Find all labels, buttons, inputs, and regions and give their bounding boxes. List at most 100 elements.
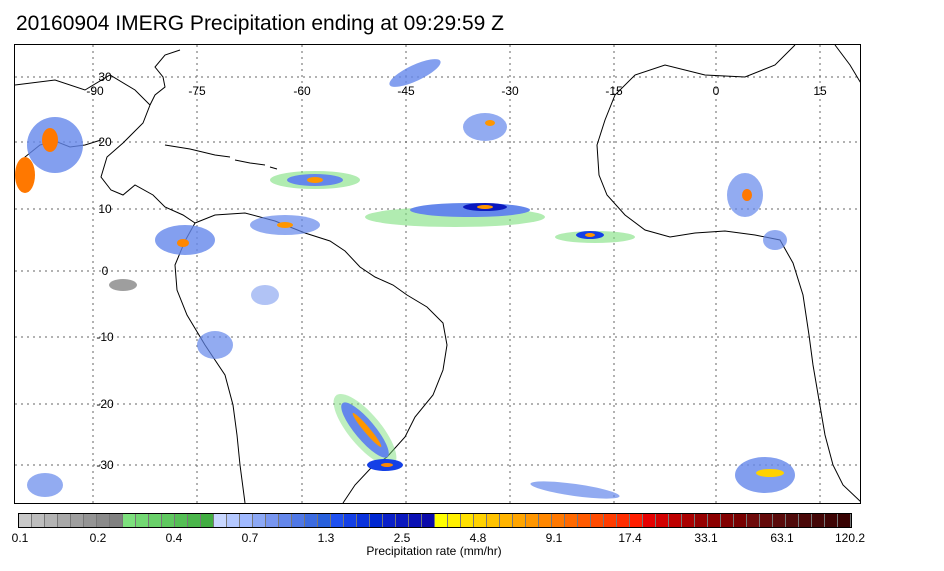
colorbar-tick: 2.5: [393, 531, 411, 545]
precipitation-map: -90 -75 -60 -45 -30 -15 0 15 30 20 10 0 …: [14, 44, 861, 504]
lon-label: 15: [813, 84, 827, 98]
lat-label: 20: [98, 135, 112, 149]
lon-label: -90: [86, 84, 104, 98]
colorbar-segment: [266, 514, 279, 527]
colorbar-segment: [799, 514, 812, 527]
colorbar-segment: [188, 514, 201, 527]
colorbar-segment: [474, 514, 487, 527]
lat-label: 0: [102, 264, 109, 278]
colorbar-tick: 0.4: [165, 531, 183, 545]
colorbar-segment: [279, 514, 292, 527]
colorbar-segment: [825, 514, 838, 527]
colorbar-segment: [19, 514, 32, 527]
colorbar-segment: [630, 514, 643, 527]
colorbar-segment: [422, 514, 435, 527]
colorbar-segment: [539, 514, 552, 527]
colorbar-segment: [773, 514, 786, 527]
colorbar-segment: [591, 514, 604, 527]
coastlines: [15, 45, 860, 503]
colorbar: [18, 513, 852, 528]
colorbar-segment: [435, 514, 448, 527]
colorbar-segment: [84, 514, 97, 527]
colorbar-segment: [97, 514, 110, 527]
colorbar-segment: [305, 514, 318, 527]
colorbar-segment: [487, 514, 500, 527]
colorbar-segment: [656, 514, 669, 527]
colorbar-segment: [58, 514, 71, 527]
colorbar-segment: [396, 514, 409, 527]
colorbar-segment: [331, 514, 344, 527]
lat-label: 30: [98, 70, 112, 84]
latitude-labels: 30 20 10 0 -10 -20 -30: [96, 70, 114, 472]
precipitation-field: [15, 59, 795, 499]
colorbar-title: Precipitation rate (mm/hr): [366, 544, 502, 558]
colorbar-segment: [513, 514, 526, 527]
colorbar-segment: [461, 514, 474, 527]
map-title: 20160904 IMERG Precipitation ending at 0…: [16, 12, 504, 35]
map-canvas: -90 -75 -60 -45 -30 -15 0 15 30 20 10 0 …: [15, 45, 860, 503]
colorbar-tick: 9.1: [545, 531, 563, 545]
colorbar-segment: [214, 514, 227, 527]
colorbar-segment: [175, 514, 188, 527]
colorbar-segment: [71, 514, 84, 527]
colorbar-segment: [45, 514, 58, 527]
colorbar-segment: [448, 514, 461, 527]
colorbar-segment: [383, 514, 396, 527]
colorbar-segment: [578, 514, 591, 527]
colorbar-segment: [812, 514, 825, 527]
colorbar-tick: 63.1: [770, 531, 794, 545]
colorbar-segment: [734, 514, 747, 527]
lon-label: -45: [397, 84, 415, 98]
colorbar-tick: 120.2: [834, 531, 866, 545]
colorbar-segment: [318, 514, 331, 527]
lon-label: -30: [501, 84, 519, 98]
lat-label: -20: [96, 397, 114, 411]
colorbar-segment: [162, 514, 175, 527]
colorbar-segment: [201, 514, 214, 527]
colorbar-tick: 0.2: [89, 531, 107, 545]
graticule: [15, 45, 860, 503]
lat-label: 10: [98, 202, 112, 216]
colorbar-segment: [357, 514, 370, 527]
colorbar-segment: [32, 514, 45, 527]
colorbar-segment: [123, 514, 136, 527]
colorbar-tick: 0.7: [241, 531, 259, 545]
colorbar-segment: [565, 514, 578, 527]
colorbar-segment: [227, 514, 240, 527]
colorbar-segment: [786, 514, 799, 527]
lat-label: -10: [96, 330, 114, 344]
colorbar-segment: [604, 514, 617, 527]
colorbar-segment: [682, 514, 695, 527]
colorbar-segment: [344, 514, 357, 527]
colorbar-segment: [500, 514, 513, 527]
lon-label: -60: [293, 84, 311, 98]
colorbar-segment: [838, 514, 851, 527]
colorbar-segment: [747, 514, 760, 527]
colorbar-tick: 1.3: [317, 531, 335, 545]
colorbar-segment: [760, 514, 773, 527]
colorbar-tick: 4.8: [469, 531, 487, 545]
colorbar-segment: [110, 514, 123, 527]
colorbar-segment: [695, 514, 708, 527]
colorbar-tick: 0.1: [11, 531, 29, 545]
colorbar-tick: 17.4: [618, 531, 642, 545]
colorbar-segment: [617, 514, 630, 527]
colorbar-segment: [370, 514, 383, 527]
lon-label: -75: [188, 84, 206, 98]
colorbar-tick: 33.1: [694, 531, 718, 545]
colorbar-segment: [253, 514, 266, 527]
lon-label: 0: [713, 84, 720, 98]
colorbar-segment: [669, 514, 682, 527]
colorbar-tick-labels: 0.1 0.2 0.4 0.7 1.3 2.5 4.8 9.1 17.4 33.…: [0, 531, 944, 547]
colorbar-segment: [526, 514, 539, 527]
colorbar-segment: [708, 514, 721, 527]
colorbar-segment: [721, 514, 734, 527]
colorbar-segment: [240, 514, 253, 527]
lat-label: -30: [96, 458, 114, 472]
colorbar-segment: [136, 514, 149, 527]
colorbar-segment: [552, 514, 565, 527]
colorbar-segment: [643, 514, 656, 527]
lon-label: -15: [605, 84, 623, 98]
colorbar-segment: [409, 514, 422, 527]
longitude-labels: -90 -75 -60 -45 -30 -15 0 15: [86, 84, 827, 98]
